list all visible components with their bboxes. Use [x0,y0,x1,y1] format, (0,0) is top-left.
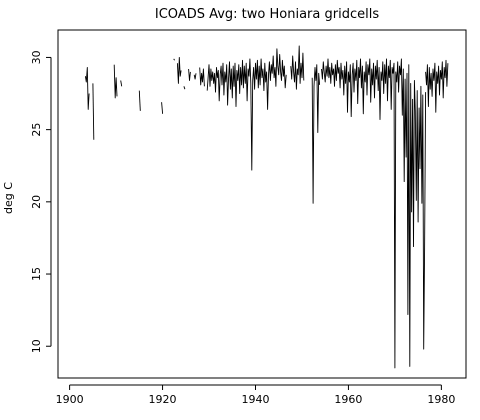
y-tick-label-2: 20 [30,195,43,209]
y-tick-label-4: 30 [30,50,43,64]
series-0-segment-9 [188,68,191,81]
x-tick-label-4: 1980 [427,393,455,406]
x-tick-label-0: 1900 [56,393,84,406]
series-0-segment-16 [425,59,449,113]
series-0-segment-6 [173,58,175,61]
series-0-segment-11 [199,67,205,87]
y-tick-label-0: 10 [30,339,43,353]
series-0-segment-3 [120,80,123,87]
x-axis: 1900 1920 1940 1960 1980 [56,384,455,406]
series-0-segment-10 [193,73,197,80]
series-0-segment-7 [176,56,182,84]
plot-series [84,45,449,369]
plot-frame [57,29,467,379]
x-tick-label-3: 1960 [334,393,362,406]
chart-title: ICOADS Avg: two Honiara gridcells [155,7,379,22]
series-0-segment-12 [206,48,287,171]
series-0-segment-4 [138,90,141,111]
series-0-segment-2 [113,64,118,99]
y-tick-label-1: 15 [30,267,43,281]
series-0-segment-5 [161,102,164,114]
y-tick-label-3: 25 [30,123,43,137]
x-tick-label-2: 1940 [241,393,269,406]
series-0-segment-8 [183,86,186,90]
series-0-segment-15 [321,58,427,369]
series-0-segment-14 [311,64,321,204]
y-axis: 10 15 20 25 30 [30,50,52,353]
y-axis-label: deg C [2,182,15,214]
x-tick-label-1: 1920 [149,393,177,406]
series-0-segment-13 [290,45,305,90]
series-0-segment-1 [92,83,95,140]
series-0-segment-0 [84,67,90,110]
